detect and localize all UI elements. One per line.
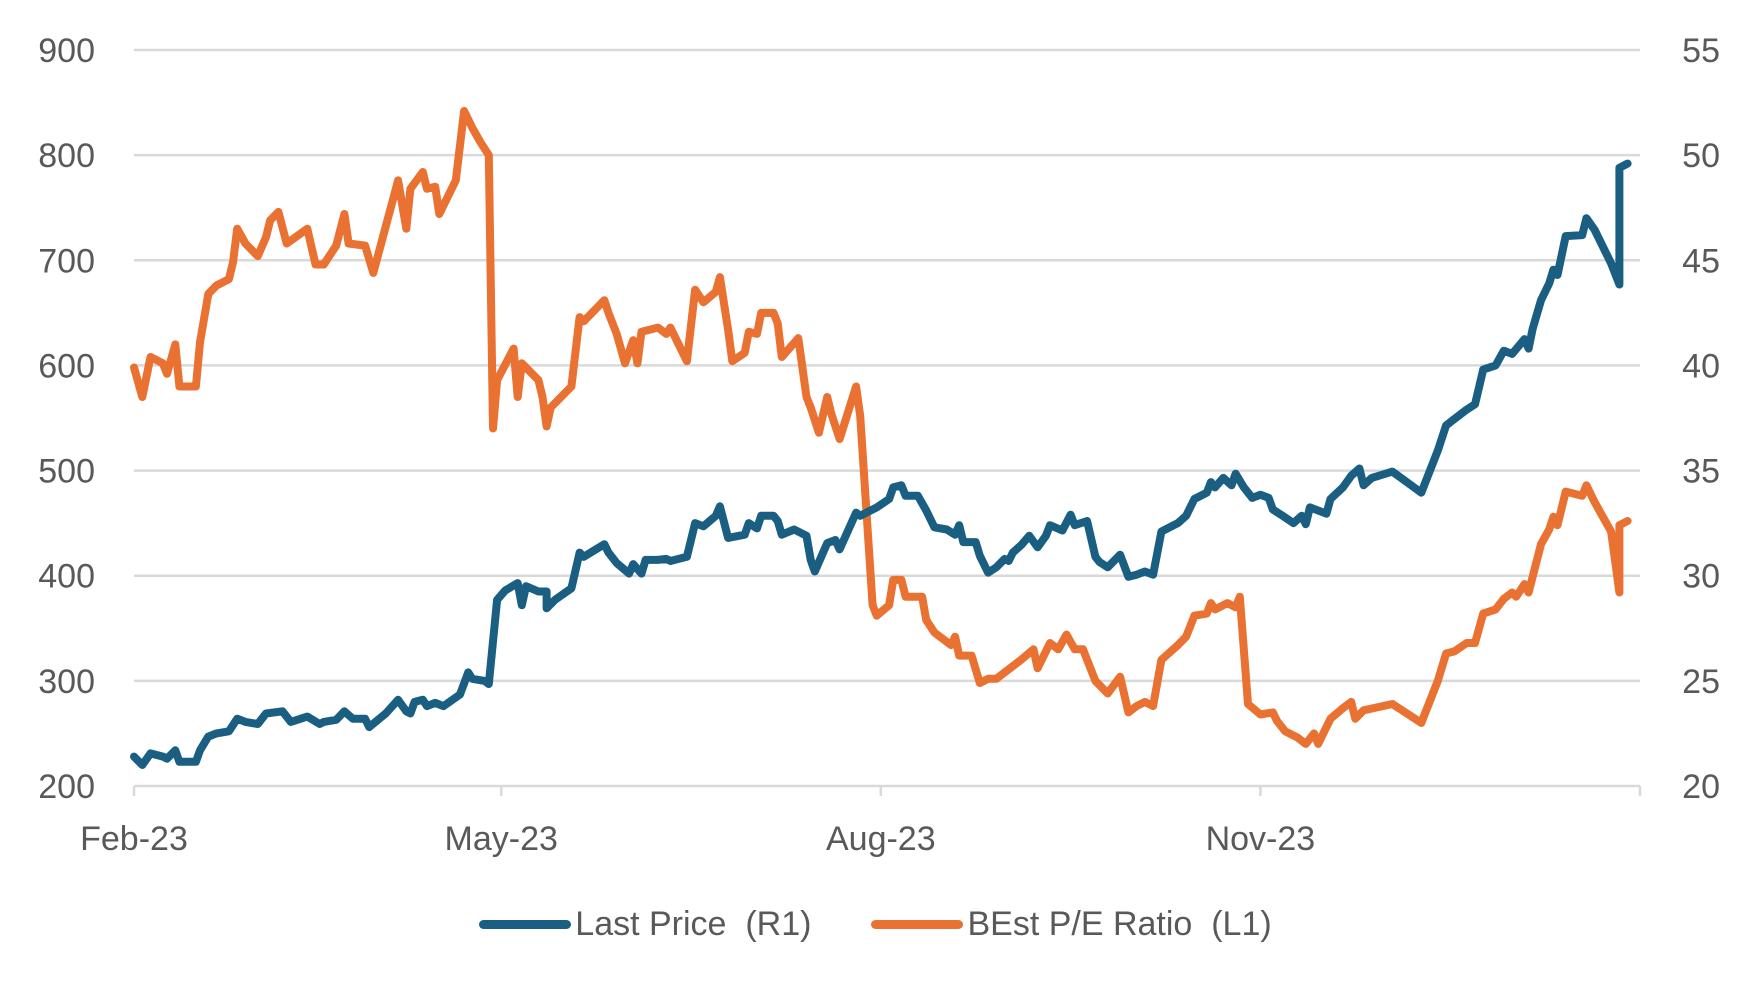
left-tick-label: 400	[38, 558, 95, 596]
right-tick-label: 40	[1682, 347, 1720, 385]
x-tick-label: May-23	[445, 820, 558, 858]
left-tick-label: 500	[38, 453, 95, 491]
legend-label-last-price: Last Price (R1)	[575, 905, 812, 943]
legend-item-pe-ratio: BEst P/E Ratio (L1)	[871, 905, 1272, 944]
last-price-line	[130, 159, 1632, 769]
gridlines	[134, 48, 1640, 788]
left-y-axis: 900 800 700 600 500 400 300 200	[38, 32, 95, 806]
legend-item-last-price: Last Price (R1)	[479, 905, 811, 944]
left-tick-label: 300	[38, 663, 95, 701]
pe-ratio-line	[130, 107, 1632, 748]
x-tick-label: Feb-23	[80, 820, 188, 858]
right-tick-label: 50	[1682, 137, 1720, 175]
right-tick-label: 20	[1682, 768, 1720, 806]
x-axis: Feb-23 May-23 Aug-23 Nov-23	[80, 786, 1642, 858]
legend-swatch-pe-ratio	[871, 920, 964, 929]
right-y-axis: 55 50 45 40 35 30 25 20	[1682, 32, 1720, 806]
left-tick-label: 200	[38, 768, 95, 806]
x-tick-label: Nov-23	[1206, 820, 1316, 858]
left-tick-label: 800	[38, 137, 95, 175]
left-tick-label: 900	[38, 32, 95, 70]
legend-swatch-last-price	[479, 920, 572, 929]
left-tick-label: 700	[38, 242, 95, 280]
right-tick-label: 25	[1682, 663, 1720, 701]
legend-label-pe-ratio: BEst P/E Ratio (L1)	[967, 905, 1272, 943]
right-tick-label: 55	[1682, 32, 1720, 70]
legend: Last Price (R1) BEst P/E Ratio (L1)	[0, 905, 1751, 944]
right-tick-label: 30	[1682, 558, 1720, 596]
right-tick-label: 45	[1682, 242, 1720, 280]
left-tick-label: 600	[38, 347, 95, 385]
x-tick-label: Aug-23	[826, 820, 936, 858]
dual-axis-line-chart: Feb-23 May-23 Aug-23 Nov-23 900 800 700 600 500…	[38, 32, 1720, 858]
right-tick-label: 35	[1682, 453, 1720, 491]
series-lines	[130, 107, 1632, 769]
